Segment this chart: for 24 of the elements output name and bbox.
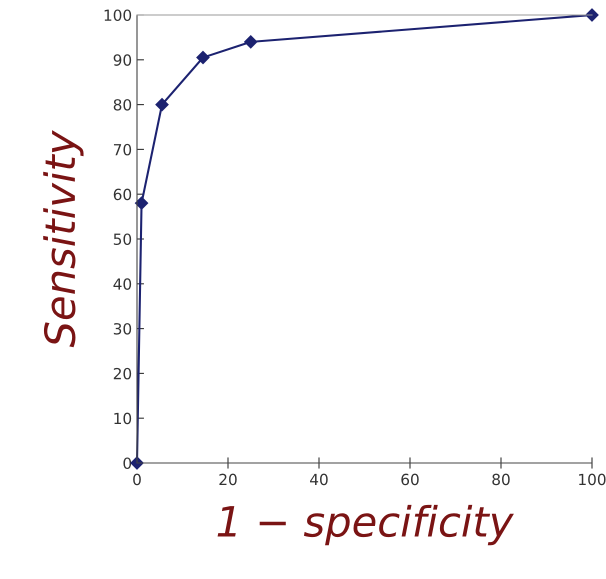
x-tick-label: 40 bbox=[310, 474, 328, 486]
x-tick-label: 100 bbox=[579, 474, 606, 486]
y-tick-label: 0 bbox=[123, 457, 132, 470]
y-tick-label: 10 bbox=[114, 412, 132, 424]
x-tick-label: 0 bbox=[133, 474, 141, 486]
y-tick-label: 90 bbox=[114, 54, 132, 66]
y-tick-label: 100 bbox=[104, 9, 132, 22]
point bbox=[585, 8, 599, 22]
point bbox=[155, 98, 169, 112]
point bbox=[134, 196, 148, 210]
y-tick-label: 50 bbox=[114, 233, 132, 246]
y-tick-label: 20 bbox=[114, 368, 132, 380]
x-tick-label: 80 bbox=[492, 474, 510, 486]
y-tick-label: 70 bbox=[114, 144, 132, 156]
y-axis-title: Sensitivity bbox=[43, 130, 84, 348]
point bbox=[196, 50, 210, 64]
y-tick-label: 60 bbox=[114, 188, 132, 200]
point bbox=[244, 35, 258, 48]
x-tick-label: 20 bbox=[219, 474, 237, 486]
y-tick-label: 80 bbox=[114, 99, 132, 111]
x-tick-label: 60 bbox=[401, 474, 419, 486]
x-axis-title: 1 − specificity bbox=[218, 504, 514, 546]
y-tick-label: 30 bbox=[114, 323, 132, 335]
y-tick-label: 40 bbox=[113, 278, 132, 290]
